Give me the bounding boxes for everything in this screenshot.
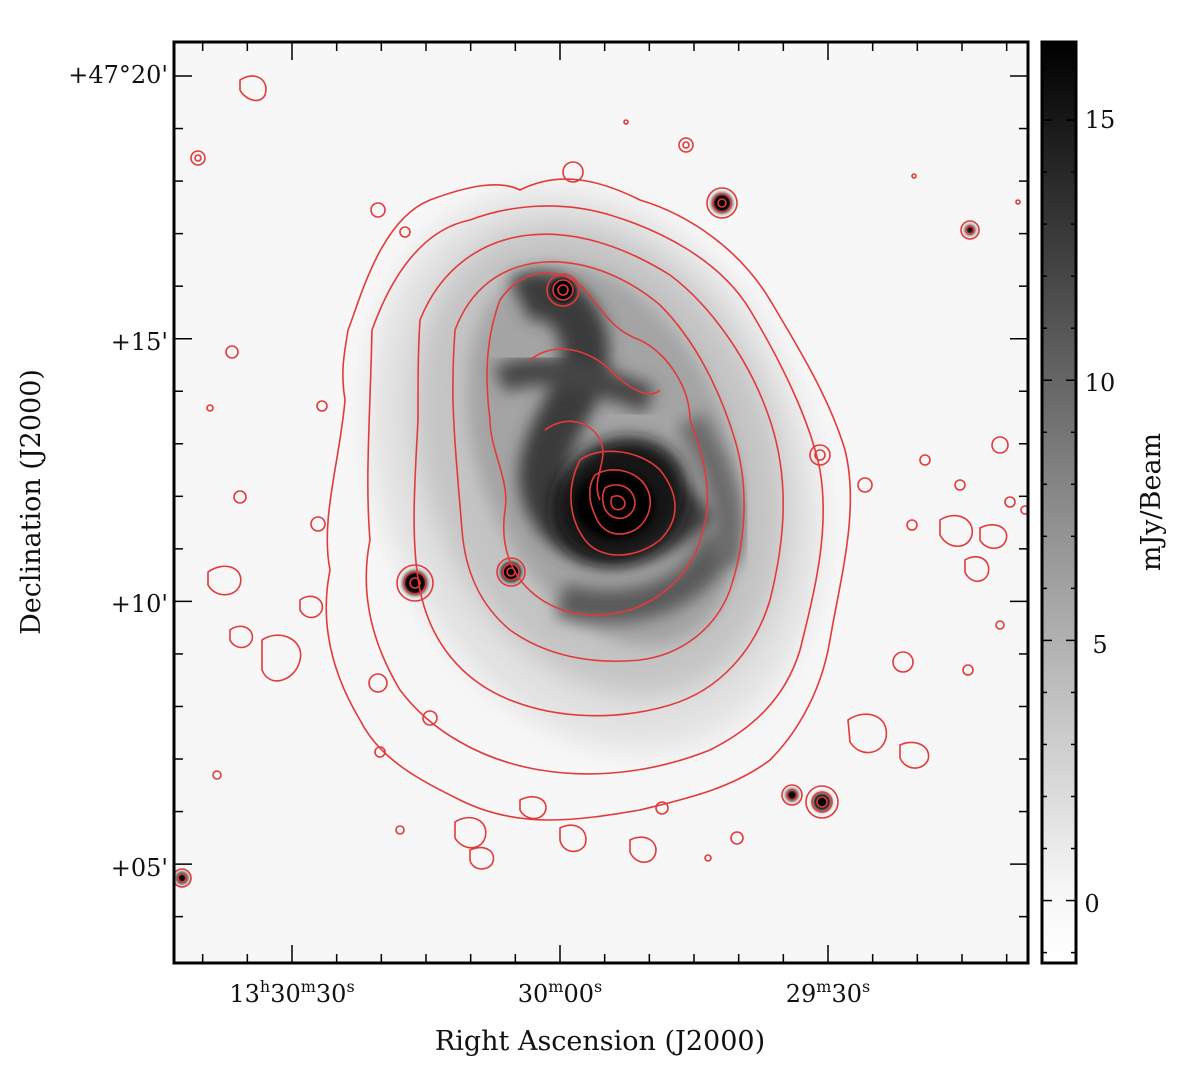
greyscale-image <box>174 42 1028 963</box>
plot-frame <box>172 40 1030 965</box>
y-axis-label: Declination (J2000) <box>16 369 47 635</box>
y-tick-label: +05' <box>111 854 168 882</box>
colorbar-tick-label: 15 <box>1085 106 1116 134</box>
colorbar-tick-label: 10 <box>1085 369 1116 397</box>
x-tick-label: 13h30m30s <box>229 977 354 1008</box>
colorbar-tick-label: 5 <box>1092 631 1107 659</box>
axis-ticks <box>174 42 1028 963</box>
x-axis-label: Right Ascension (J2000) <box>435 1026 765 1057</box>
colorbar-label: mJy/Beam <box>1136 433 1167 571</box>
y-tick-label: +15' <box>111 328 168 356</box>
y-tick-label: +47°20' <box>68 61 168 89</box>
contour-overlay <box>174 75 1028 888</box>
x-tick-label: 29m30s <box>786 977 870 1008</box>
x-tick-label: 30m00s <box>518 977 602 1008</box>
colorbar-tick-label: 0 <box>1084 890 1099 918</box>
colorbar: 15 10 5 0 mJy/Beam <box>1040 40 1167 965</box>
y-tick-label: +10' <box>111 590 168 618</box>
